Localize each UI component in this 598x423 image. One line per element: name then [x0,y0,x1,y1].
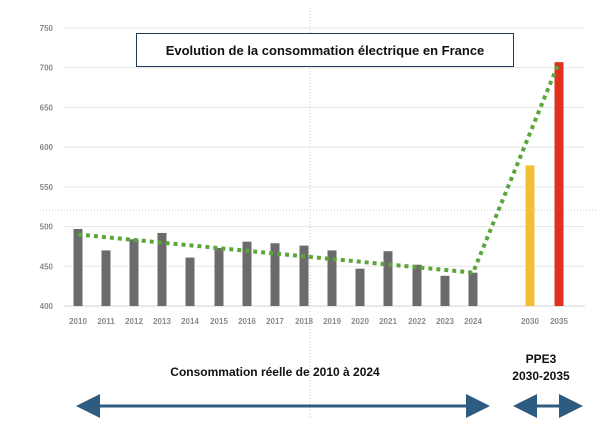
caption-ppe3-line1: PPE3 [525,352,557,366]
x-axis: 2010 2011 2012 2013 2014 2015 2016 2017 2018 2019… [69,317,568,326]
x-tick-label: 2015 [210,317,228,326]
trend-line [77,61,561,275]
bar-2018 [299,245,309,306]
bar-2017 [270,243,280,306]
y-tick-label: 550 [40,183,54,192]
x-tick-label: 2020 [351,317,369,326]
bar-2021 [383,251,393,306]
trend-line-layer [77,61,561,275]
x-tick-label: 2016 [238,317,256,326]
bar-2019 [327,250,337,306]
x-tick-label: 2021 [379,317,397,326]
bar-2022 [412,264,422,306]
x-tick-label: 2013 [153,317,171,326]
x-tick-label: 2011 [97,317,115,326]
bar-2020 [355,268,365,306]
x-tick-label: 2010 [69,317,87,326]
y-tick-label: 500 [40,223,54,232]
bar-2016 [242,241,252,306]
bar-2024 [468,272,478,306]
bars [73,62,564,307]
y-tick-label: 400 [40,302,54,311]
x-tick-label: 2012 [125,317,143,326]
x-tick-label: 2030 [521,317,539,326]
bar-2015 [214,248,224,306]
y-tick-label: 750 [40,24,54,33]
x-tick-label: 2035 [550,317,568,326]
gridlines [40,8,598,418]
bar-2014 [185,257,195,306]
bar-2035 [554,62,564,307]
x-tick-label: 2018 [295,317,313,326]
y-tick-label: 650 [40,103,54,112]
x-tick-label: 2014 [181,317,199,326]
bar-2011 [101,250,111,306]
chart-title: Evolution de la consommation électrique … [136,33,514,67]
x-tick-label: 2017 [266,317,284,326]
x-tick-label: 2022 [408,317,426,326]
bar-2023 [440,275,450,306]
y-tick-label: 450 [40,262,54,271]
y-tick-label: 700 [40,64,54,73]
bar-2012 [129,239,139,306]
caption-actual-consumption: Consommation réelle de 2010 à 2024 [170,365,380,379]
y-axis: 400 450 500 550 600 650 700 750 [40,24,54,311]
y-tick-label: 600 [40,143,54,152]
bar-2010 [73,228,83,306]
bar-2030 [525,165,535,306]
caption-ppe3: PPE3 2030-2035 [490,351,592,385]
x-tick-label: 2019 [323,317,341,326]
x-tick-label: 2023 [436,317,454,326]
bar-2013 [157,232,167,306]
caption-ppe3-line2: 2030-2035 [512,369,570,383]
x-tick-label: 2024 [464,317,482,326]
